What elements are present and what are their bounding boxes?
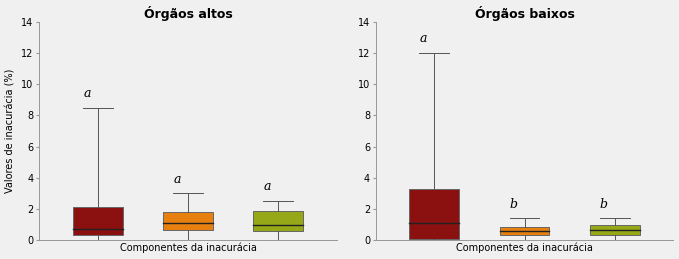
Title: Órgãos baixos: Órgãos baixos <box>475 5 574 20</box>
Text: a: a <box>263 180 271 193</box>
Y-axis label: Valores de inacurácia (%): Valores de inacurácia (%) <box>5 69 16 193</box>
Bar <box>500 227 549 235</box>
Text: b: b <box>600 198 608 211</box>
X-axis label: Componentes da inacurácia: Componentes da inacurácia <box>456 243 593 254</box>
Bar <box>590 225 640 235</box>
X-axis label: Componentes da inacurácia: Componentes da inacurácia <box>120 243 257 254</box>
Bar <box>73 207 122 235</box>
Bar <box>409 189 459 239</box>
Bar <box>253 211 303 231</box>
Text: a: a <box>83 87 90 100</box>
Text: a: a <box>173 172 181 185</box>
Text: b: b <box>510 198 517 211</box>
Bar <box>163 212 213 230</box>
Text: a: a <box>420 32 427 45</box>
Title: Órgãos altos: Órgãos altos <box>143 5 232 20</box>
